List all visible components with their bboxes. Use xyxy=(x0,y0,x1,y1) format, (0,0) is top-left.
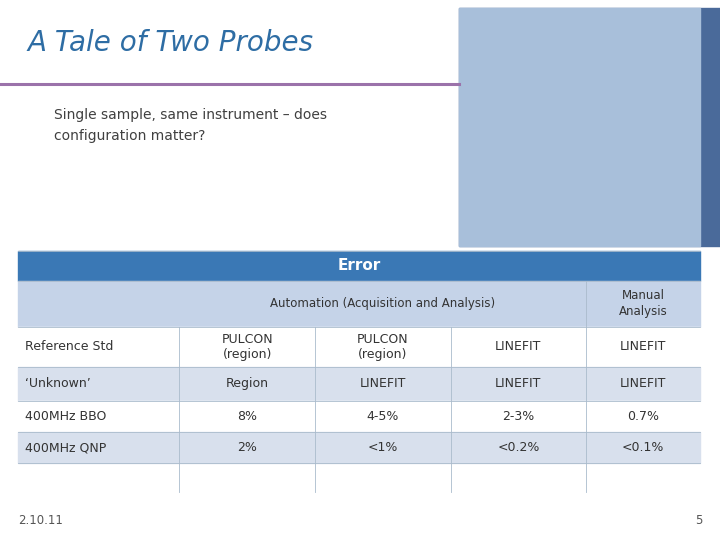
Bar xyxy=(18,251,700,281)
Text: Error: Error xyxy=(337,259,381,273)
Text: PULCON
(region): PULCON (region) xyxy=(221,333,273,361)
Text: Manual
Analysis: Manual Analysis xyxy=(618,289,667,318)
Text: LINEFIT: LINEFIT xyxy=(620,377,666,390)
Text: 5: 5 xyxy=(695,514,702,526)
Text: Region: Region xyxy=(225,377,269,390)
Text: 400MHz QNP: 400MHz QNP xyxy=(25,441,107,454)
Bar xyxy=(459,8,720,246)
Text: Single sample, same instrument – does
configuration matter?: Single sample, same instrument – does co… xyxy=(54,108,327,143)
Text: 4-5%: 4-5% xyxy=(366,410,399,423)
Text: LINEFIT: LINEFIT xyxy=(359,377,406,390)
Text: Automation (Acquisition and Analysis): Automation (Acquisition and Analysis) xyxy=(270,297,495,310)
Text: 2.10.11: 2.10.11 xyxy=(18,514,63,526)
Bar xyxy=(18,367,700,401)
Bar xyxy=(18,401,700,432)
Text: A Tale of Two Probes: A Tale of Two Probes xyxy=(27,29,313,57)
Text: 2%: 2% xyxy=(237,441,257,454)
Text: 400MHz BBO: 400MHz BBO xyxy=(25,410,107,423)
Bar xyxy=(18,327,700,367)
Bar xyxy=(459,8,700,246)
Text: <1%: <1% xyxy=(368,441,398,454)
Bar xyxy=(18,281,700,327)
Text: <0.1%: <0.1% xyxy=(622,441,665,454)
Text: PULCON
(region): PULCON (region) xyxy=(357,333,408,361)
Text: <0.2%: <0.2% xyxy=(498,441,539,454)
Text: LINEFIT: LINEFIT xyxy=(495,377,541,390)
Text: LINEFIT: LINEFIT xyxy=(495,340,541,354)
Text: LINEFIT: LINEFIT xyxy=(620,340,666,354)
Text: 8%: 8% xyxy=(237,410,257,423)
Text: 2-3%: 2-3% xyxy=(503,410,534,423)
Text: Reference Std: Reference Std xyxy=(25,340,114,354)
Text: 0.7%: 0.7% xyxy=(627,410,659,423)
Text: ‘Unknown’: ‘Unknown’ xyxy=(25,377,91,390)
Bar xyxy=(18,432,700,463)
